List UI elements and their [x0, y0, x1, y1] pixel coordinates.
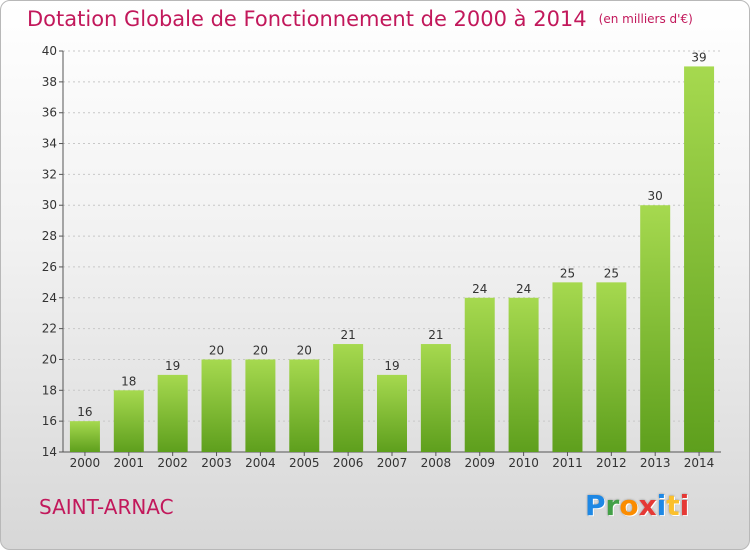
- x-tick-label: 2010: [508, 456, 539, 470]
- bar-2007: [377, 374, 407, 452]
- y-tick-label: 20: [42, 352, 57, 366]
- bar-2001: [113, 390, 144, 452]
- x-tick-label: 2002: [157, 456, 188, 470]
- x-tick-label: 2006: [333, 456, 364, 470]
- data-label: 24: [472, 282, 487, 296]
- logo-letter: i: [679, 489, 690, 522]
- data-labels: 16 18 19 20 20 20 21 19 21 24 24 25 25 30 39: [77, 50, 706, 419]
- data-label: 19: [384, 359, 399, 373]
- bar-2005: [289, 359, 320, 452]
- data-label: 39: [691, 50, 706, 64]
- x-tick-label: 2003: [201, 456, 232, 470]
- y-tick-label: 26: [42, 260, 57, 274]
- data-label: 25: [604, 266, 619, 280]
- bar-2013: [640, 205, 671, 452]
- y-tick-label: 38: [42, 75, 57, 89]
- y-tick-label: 36: [42, 106, 57, 120]
- y-tick-label: 28: [42, 229, 57, 243]
- bar-2012: [596, 282, 627, 452]
- commune-name: SAINT-ARNAC: [39, 495, 174, 519]
- x-tick-label: 2011: [552, 456, 583, 470]
- bar-2010: [508, 297, 539, 452]
- bar-2003: [201, 359, 232, 452]
- data-label: 20: [297, 343, 312, 357]
- data-label: 21: [340, 328, 355, 342]
- logo-letter: r: [605, 489, 620, 522]
- data-label: 25: [560, 266, 575, 280]
- chart-title: Dotation Globale de Fonctionnement de 20…: [27, 7, 693, 31]
- x-tick-label: 2012: [596, 456, 627, 470]
- x-tick-label: 2004: [245, 456, 276, 470]
- y-tick-label: 34: [42, 137, 57, 151]
- x-tick-label: 2008: [421, 456, 452, 470]
- bars: [69, 66, 715, 452]
- logo-letter: o: [619, 489, 639, 522]
- y-tick-label: 32: [42, 167, 57, 181]
- proxiti-logo: Proxiti: [585, 489, 689, 522]
- bar-2002: [157, 374, 188, 452]
- bar-2008: [420, 344, 451, 452]
- y-tick-label: 40: [42, 44, 57, 58]
- x-tick-label: 2000: [70, 456, 101, 470]
- axes: 14 16 18 20 22 24 26 28 30 32 34 36 38 40 2000 2001 2002…: [42, 44, 721, 470]
- data-label: 30: [648, 189, 663, 203]
- bar-2014: [684, 66, 715, 452]
- logo-letter: P: [585, 489, 606, 522]
- data-label: 20: [209, 343, 224, 357]
- logo-letter: i: [656, 489, 667, 522]
- x-tick-label: 2007: [377, 456, 408, 470]
- data-label: 20: [253, 343, 268, 357]
- data-label: 21: [428, 328, 443, 342]
- x-tick-label: 2013: [640, 456, 671, 470]
- data-label: 19: [165, 359, 180, 373]
- bar-2006: [333, 344, 364, 452]
- y-tick-label: 14: [42, 445, 57, 459]
- bar-2009: [464, 297, 495, 452]
- x-tick-label: 2014: [684, 456, 715, 470]
- bar-2000: [69, 421, 100, 452]
- data-label: 18: [121, 374, 136, 388]
- x-tick-label: 2001: [114, 456, 145, 470]
- logo-letter: x: [638, 489, 657, 522]
- chart-title-text: Dotation Globale de Fonctionnement de 20…: [27, 7, 587, 31]
- y-tick-label: 22: [42, 322, 57, 336]
- logo-letter: t: [666, 489, 680, 522]
- unit-label: (en milliers d'€): [598, 12, 693, 26]
- y-tick-label: 30: [42, 198, 57, 212]
- bar-2004: [245, 359, 276, 452]
- y-tick-label: 24: [42, 291, 57, 305]
- y-tick-label: 16: [42, 414, 57, 428]
- data-label: 24: [516, 282, 531, 296]
- bar-2011: [552, 282, 583, 452]
- y-tick-label: 18: [42, 383, 57, 397]
- x-tick-label: 2009: [464, 456, 495, 470]
- data-label: 16: [77, 405, 92, 419]
- x-tick-label: 2005: [289, 456, 320, 470]
